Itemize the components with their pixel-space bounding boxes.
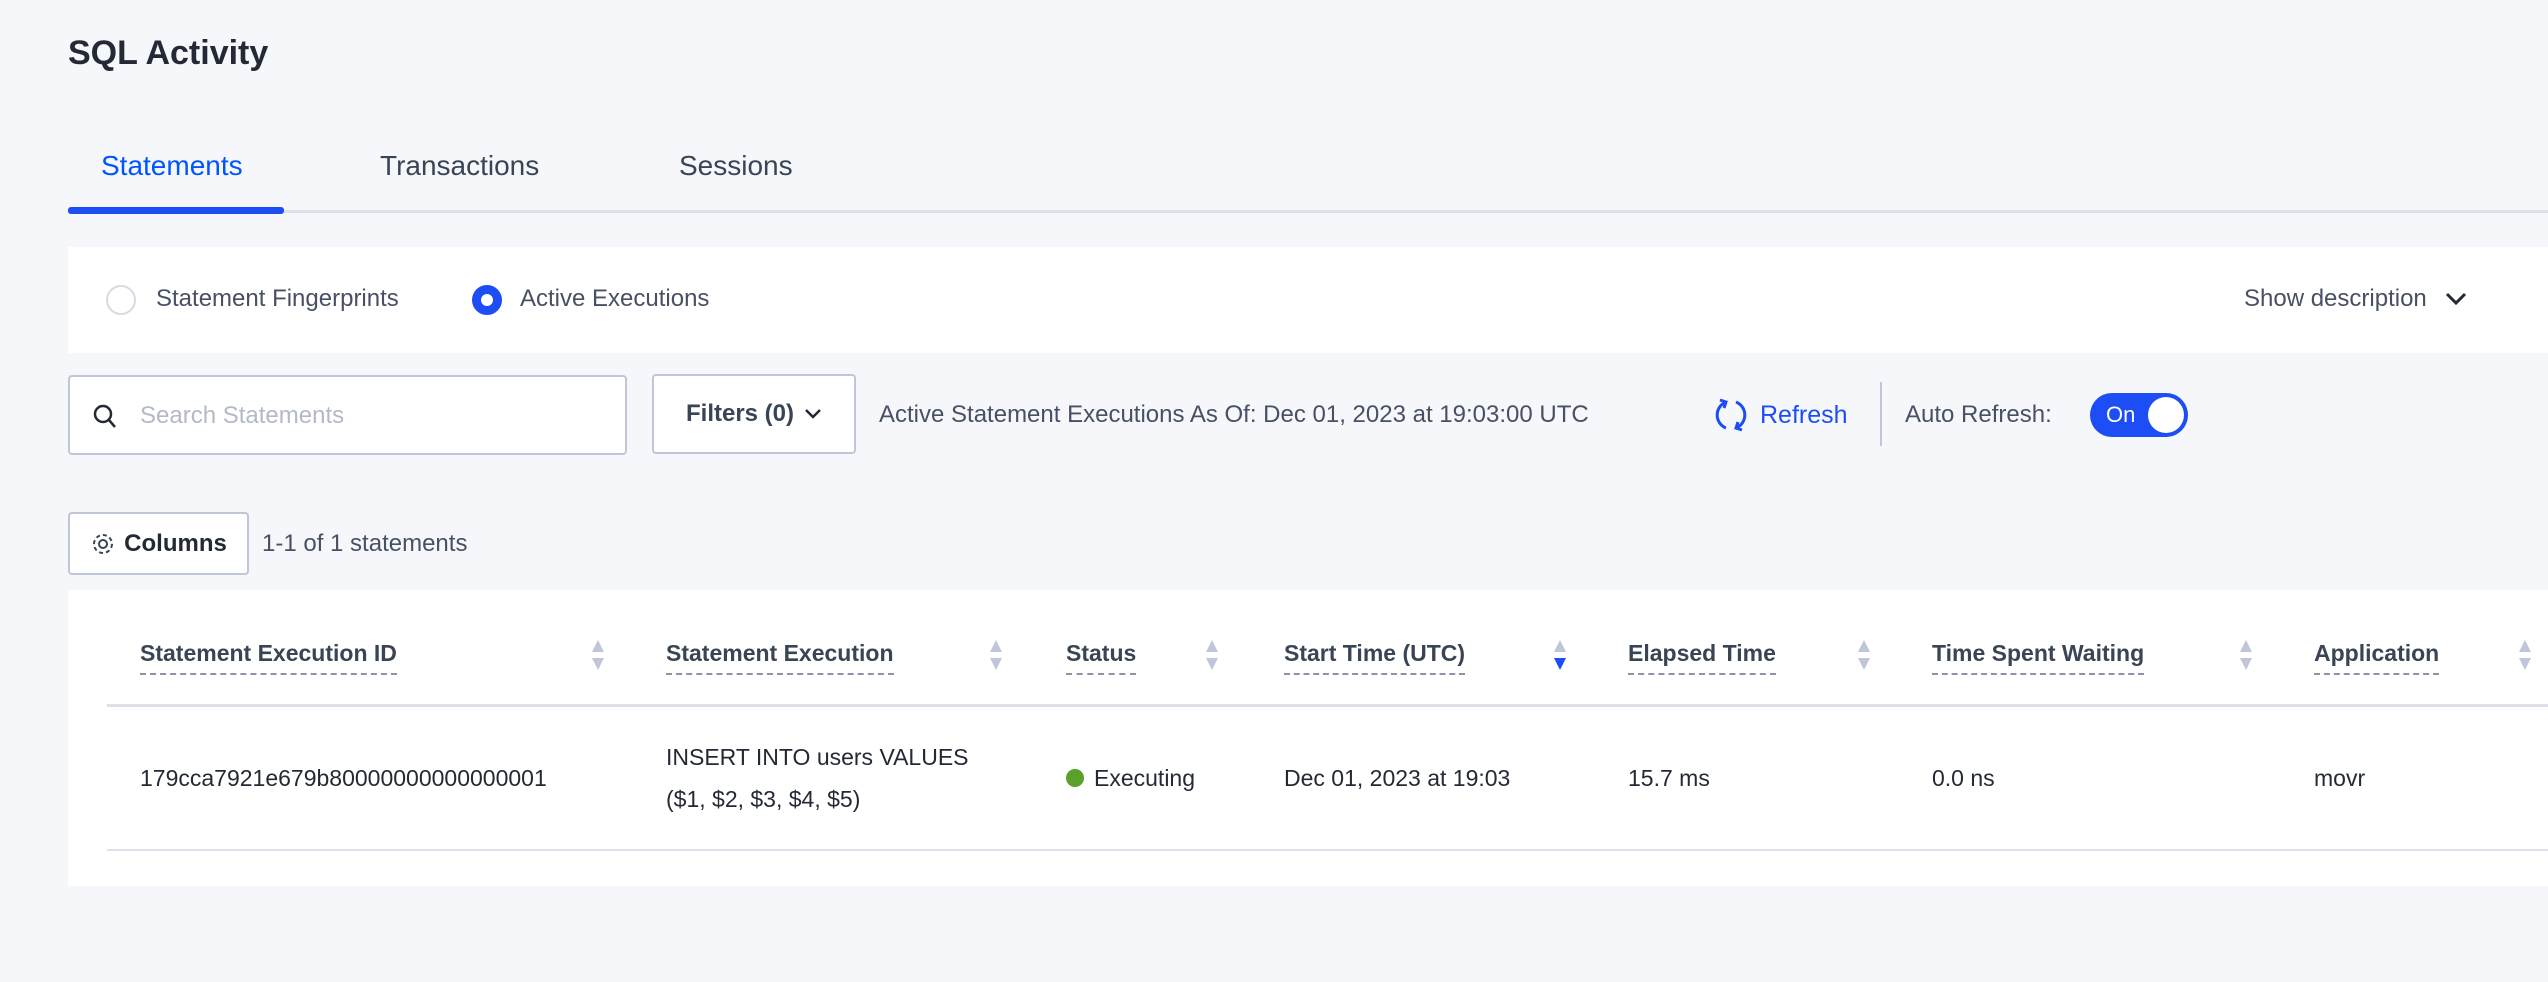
sort-icon[interactable]	[988, 638, 1004, 672]
header-start-time[interactable]: Start Time (UTC)	[1284, 640, 1466, 675]
radio-statement-fingerprints[interactable]	[106, 285, 136, 315]
cell-statement-line2[interactable]: ($1, $2, $3, $4, $5)	[666, 786, 861, 812]
as-of-timestamp: Active Statement Executions As Of: Dec 0…	[879, 401, 1589, 428]
header-divider	[107, 704, 2548, 707]
status-dot-icon	[1066, 769, 1084, 787]
radio-active-executions[interactable]	[472, 285, 502, 315]
refresh-button[interactable]: Refresh	[1712, 396, 1848, 434]
filters-label: Filters (0)	[685, 400, 795, 427]
sort-icon[interactable]	[590, 638, 606, 672]
auto-refresh-label: Auto Refresh:	[1905, 401, 2052, 428]
tab-divider	[68, 210, 2548, 213]
gear-icon	[93, 533, 114, 554]
header-statement-execution-id[interactable]: Statement Execution ID	[140, 640, 397, 675]
header-elapsed-time[interactable]: Elapsed Time	[1628, 640, 1776, 675]
cell-execution-id[interactable]: 179cca7921e679b80000000000000001	[140, 765, 547, 791]
sort-icon[interactable]	[1204, 638, 1220, 672]
cell-start-time: Dec 01, 2023 at 19:03	[1284, 765, 1511, 791]
header-time-spent-waiting[interactable]: Time Spent Waiting	[1932, 640, 2145, 675]
header-application[interactable]: Application	[2314, 640, 2440, 675]
view-toggle-panel: Statement Fingerprints Active Executions…	[68, 247, 2548, 353]
cell-statement-line1[interactable]: INSERT INTO users VALUES	[666, 744, 969, 770]
cell-elapsed-time: 15.7 ms	[1628, 765, 1710, 791]
search-placeholder: Search Statements	[140, 402, 345, 429]
auto-refresh-state: On	[2106, 402, 2136, 427]
chevron-down-icon	[2445, 292, 2466, 306]
toolbar-separator	[1880, 382, 1882, 446]
refresh-icon	[1715, 398, 1747, 432]
auto-refresh-toggle[interactable]: On	[2090, 393, 2188, 437]
search-input[interactable]: Search Statements	[68, 375, 627, 455]
search-icon	[93, 404, 116, 428]
toggle-knob	[2148, 397, 2184, 433]
radio-label-active-executions[interactable]: Active Executions	[520, 285, 710, 312]
filters-button[interactable]: Filters (0)	[652, 374, 856, 454]
tab-sessions[interactable]: Sessions	[679, 150, 793, 181]
sort-icon[interactable]	[2238, 638, 2254, 672]
columns-button[interactable]: Columns	[68, 512, 249, 575]
tab-statements[interactable]: Statements	[101, 150, 243, 181]
show-description-label: Show description	[2244, 285, 2427, 312]
cell-status: Executing	[1094, 765, 1196, 791]
cell-time-waiting: 0.0 ns	[1932, 765, 1995, 791]
columns-label: Columns	[124, 529, 227, 557]
chevron-down-icon	[805, 409, 821, 419]
statements-table	[68, 590, 2548, 886]
row-divider	[107, 849, 2548, 851]
tab-transactions[interactable]: Transactions	[380, 150, 540, 181]
header-status[interactable]: Status	[1066, 640, 1137, 675]
sort-descending-icon[interactable]	[1552, 638, 1568, 672]
cell-application: movr	[2314, 765, 2366, 791]
active-tab-indicator	[68, 207, 284, 214]
result-count: 1-1 of 1 statements	[262, 530, 468, 557]
radio-label-statement-fingerprints[interactable]: Statement Fingerprints	[156, 285, 399, 312]
page-title: SQL Activity	[68, 34, 269, 72]
show-description-toggle[interactable]: Show description	[2244, 285, 2467, 313]
sort-icon[interactable]	[1856, 638, 1872, 672]
refresh-label: Refresh	[1760, 400, 1848, 429]
header-statement-execution[interactable]: Statement Execution	[666, 640, 894, 675]
sort-icon[interactable]	[2517, 638, 2533, 672]
